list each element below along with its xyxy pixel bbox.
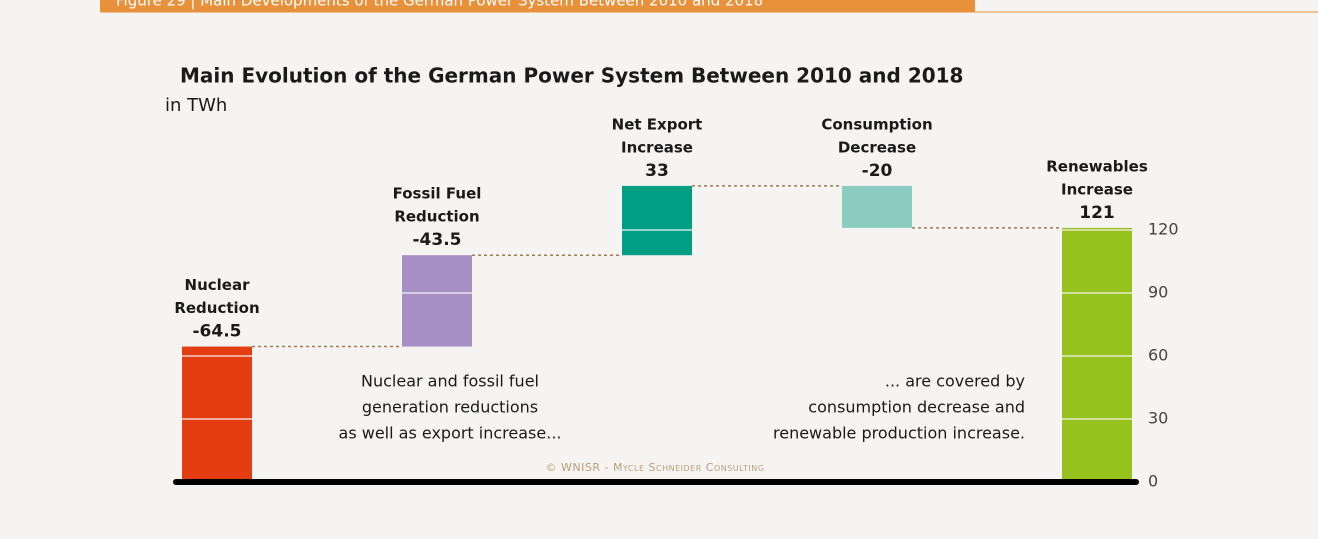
annotation: consumption decrease and	[808, 398, 1025, 417]
header-band	[100, 0, 975, 12]
category-label: Decrease	[838, 138, 916, 156]
category-label: Fossil Fuel	[393, 185, 482, 203]
y-tick-label: 60	[1148, 346, 1168, 365]
category-label: Renewables	[1046, 157, 1148, 175]
chart-title: Main Evolution of the German Power Syste…	[180, 64, 963, 88]
y-tick-label: 90	[1148, 283, 1168, 302]
category-label: Increase	[621, 138, 693, 156]
category-label: Net Export	[612, 115, 703, 133]
bar	[622, 185, 692, 256]
value-label: -20	[862, 161, 893, 181]
value-label: 33	[645, 161, 669, 181]
category-label: Nuclear	[185, 276, 251, 294]
category-label: Consumption	[821, 115, 932, 133]
annotation: generation reductions	[362, 398, 538, 417]
bar	[182, 346, 252, 482]
header-text: Figure 29 | Main Developments of the Ger…	[116, 0, 763, 10]
category-label: Reduction	[394, 208, 479, 226]
annotation: as well as export increase...	[339, 424, 562, 443]
y-tick-label: 30	[1148, 409, 1168, 428]
bar	[402, 255, 472, 347]
bar	[842, 185, 912, 228]
annotation: ... are covered by	[885, 372, 1025, 391]
y-tick-label: 0	[1148, 472, 1158, 491]
value-label: 121	[1079, 203, 1115, 223]
value-label: -64.5	[193, 322, 242, 342]
category-label: Reduction	[174, 299, 259, 317]
annotation: renewable production increase.	[773, 424, 1025, 443]
credit: © WNISR - Mycle Schneider Consulting	[546, 461, 765, 474]
bar	[1062, 227, 1132, 482]
y-tick-label: 120	[1148, 220, 1179, 239]
chart-subtitle: in TWh	[165, 95, 227, 116]
value-label: -43.5	[413, 230, 462, 250]
annotation: Nuclear and fossil fuel	[361, 372, 539, 391]
category-label: Increase	[1061, 180, 1133, 198]
